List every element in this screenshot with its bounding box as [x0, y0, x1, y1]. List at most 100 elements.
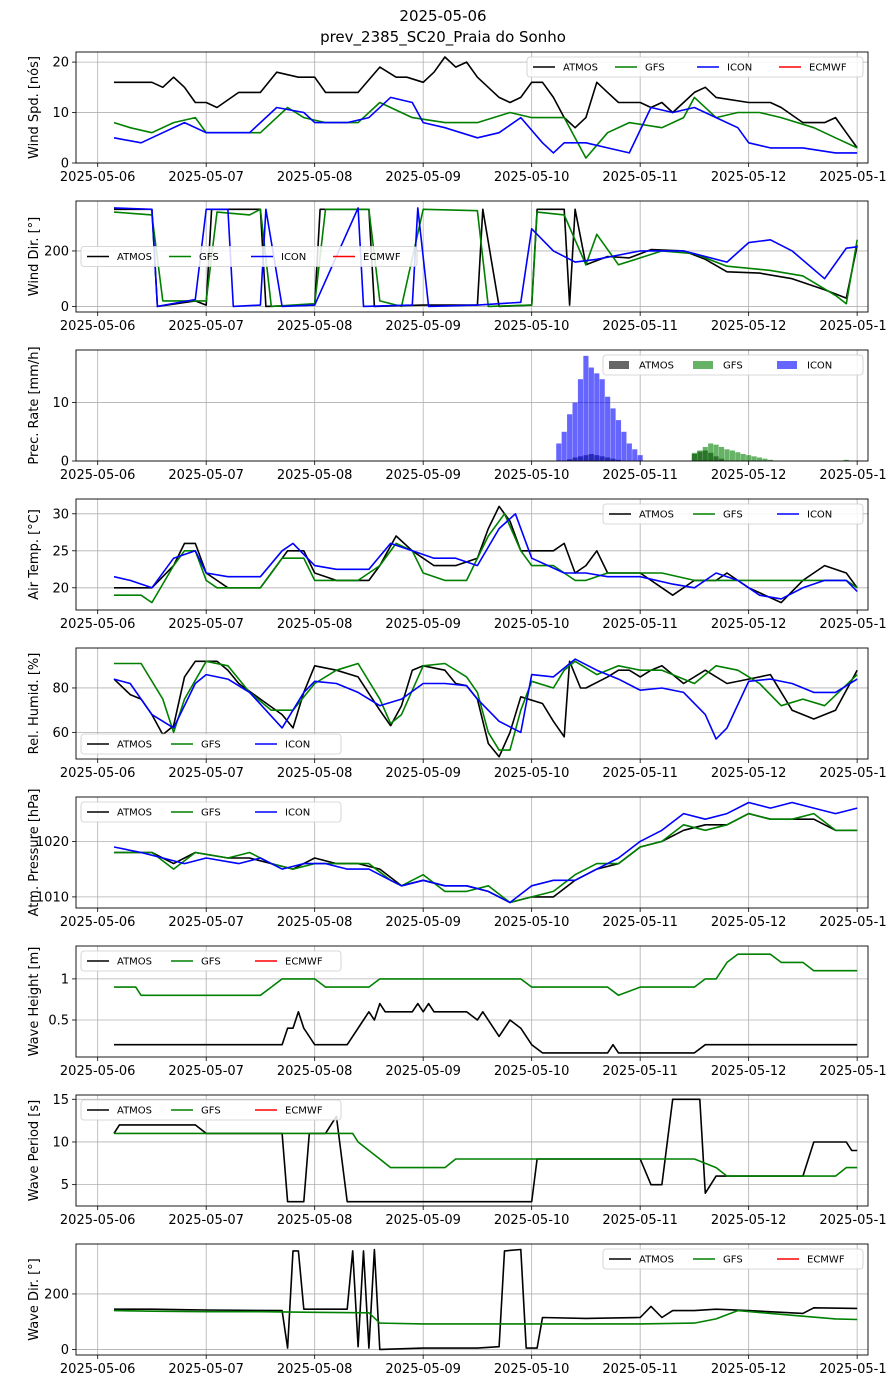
- x-tick-label: 2025-05-10: [494, 319, 570, 334]
- plot-frame: [75, 200, 869, 313]
- x-tick-label: 2025-05-06: [60, 1362, 136, 1377]
- x-tick-label: 2025-05-11: [602, 468, 678, 483]
- legend-label-atmos: ATMOS: [639, 361, 674, 372]
- x-tick-label: 2025-05-06: [60, 1213, 136, 1228]
- legend-label-gfs: GFS: [199, 252, 219, 263]
- bar-icon: [632, 449, 638, 461]
- legend-label-gfs: GFS: [723, 1255, 743, 1266]
- x-tick-label: 2025-05-11: [602, 1362, 678, 1377]
- legend-label-gfs: GFS: [201, 957, 221, 968]
- x-tick-label: 2025-05-12: [711, 468, 787, 483]
- bar-icon: [561, 431, 567, 461]
- x-tick-label: 2025-05-08: [277, 1213, 353, 1228]
- legend: ATMOS GFS ICON: [80, 733, 342, 755]
- bar-icon: [599, 379, 605, 461]
- y-axis-label: Prec. Rate [mm/h]: [27, 346, 42, 464]
- x-tick-label: 2025-05-06: [60, 1064, 136, 1079]
- legend-label-icon: ICON: [281, 252, 306, 263]
- x-tick-label: 2025-05-12: [711, 319, 787, 334]
- legend: ATMOS GFS ECMWF: [80, 950, 342, 972]
- y-tick-label: 1: [61, 972, 69, 987]
- y-axis-label: Atm. Pressure [hPa]: [27, 789, 42, 917]
- bar-gfs: [756, 457, 763, 461]
- bar-icon: [572, 402, 578, 461]
- x-tick-label: 2025-05-13: [819, 617, 886, 632]
- bar-gfs: [751, 456, 757, 461]
- y-axis-label: Air Temp. [°C]: [27, 509, 42, 600]
- bar-gfs: [746, 455, 752, 461]
- y-tick-label: 25: [52, 544, 69, 559]
- x-tick-label: 2025-05-09: [385, 915, 461, 930]
- x-tick-label: 2025-05-08: [277, 1064, 353, 1079]
- x-tick-label: 2025-05-10: [494, 617, 570, 632]
- legend-label-gfs: GFS: [723, 510, 743, 521]
- legend-label-gfs: GFS: [723, 361, 743, 372]
- chart-panel-6: 1010 1020 2025-05-06 2025-05-07 2025-05-08 20…: [27, 789, 886, 930]
- data-layer: [113, 505, 858, 604]
- chart-panel-3: 0 10 2025-05-06 2025-05-07 2025-05-08 2025-05…: [27, 346, 886, 483]
- x-tick-label: 2025-05-07: [168, 170, 244, 185]
- legend-label-ecmwf: ECMWF: [285, 957, 323, 968]
- data-layer: [113, 1248, 858, 1351]
- series-line-atmos: [114, 1248, 858, 1351]
- series-line-icon: [113, 658, 858, 740]
- x-tick-label: 2025-05-09: [385, 319, 461, 334]
- series-line-atmos: [114, 1002, 858, 1054]
- legend-label-ecmwf: ECMWF: [285, 1106, 323, 1117]
- legend-label-ecmwf: ECMWF: [809, 63, 847, 74]
- bar-icon: [577, 379, 584, 461]
- y-tick-label: 200: [44, 244, 69, 259]
- plot-frame: [75, 51, 869, 164]
- x-tick-label: 2025-05-12: [711, 1064, 787, 1079]
- x-tick-label: 2025-05-09: [385, 1362, 461, 1377]
- y-tick-label: 30: [52, 507, 69, 522]
- legend-label-ecmwf: ECMWF: [363, 252, 401, 263]
- x-tick-label: 2025-05-08: [277, 1362, 353, 1377]
- x-tick-label: 2025-05-11: [602, 915, 678, 930]
- y-tick-label: 15: [52, 1093, 69, 1108]
- legend-box: [80, 733, 342, 755]
- chart-panel-9: 0 200 2025-05-06 2025-05-07 2025-05-08 2025-0…: [27, 1243, 886, 1377]
- bar-icon: [594, 373, 600, 461]
- series-line-gfs: [113, 1309, 858, 1325]
- y-axis-label: Wave Height [m]: [27, 947, 42, 1057]
- y-tick-label: 0: [61, 300, 69, 315]
- legend-box: [602, 354, 864, 376]
- y-tick-label: 20: [52, 56, 69, 71]
- data-layer: [113, 801, 858, 904]
- bar-gfs: [708, 443, 714, 461]
- x-tick-label: 2025-05-06: [60, 915, 136, 930]
- x-tick-label: 2025-05-13: [819, 766, 886, 781]
- y-tick-label: 1010: [36, 890, 69, 905]
- legend-box: [80, 246, 418, 267]
- legend-box: [80, 801, 342, 823]
- legend-swatch-gfs: [693, 361, 713, 369]
- bar-icon: [637, 455, 643, 461]
- x-tick-label: 2025-05-13: [819, 319, 886, 334]
- y-tick-label: 1020: [36, 835, 69, 850]
- x-tick-label: 2025-05-08: [277, 617, 353, 632]
- legend-label-gfs: GFS: [645, 63, 665, 74]
- bar-gfs: [697, 450, 703, 461]
- y-tick-label: 200: [44, 1287, 69, 1302]
- chart-panel-4: 20 25 30 2025-05-06 2025-05-07 2025-05-08 2025…: [27, 498, 886, 632]
- bar-icon: [621, 431, 627, 461]
- data-layer: [113, 56, 858, 159]
- x-tick-label: 2025-05-12: [711, 1213, 787, 1228]
- x-tick-label: 2025-05-07: [168, 1213, 244, 1228]
- legend-label-icon: ICON: [807, 510, 832, 521]
- y-tick-label: 0: [61, 157, 69, 172]
- x-tick-label: 2025-05-10: [494, 1362, 570, 1377]
- y-axis-label: Wave Period [s]: [27, 1100, 42, 1201]
- y-axis-label: Wind Spd. [nós]: [27, 56, 42, 159]
- x-tick-label: 2025-05-10: [494, 915, 570, 930]
- x-tick-label: 2025-05-08: [277, 468, 353, 483]
- data-layer: [113, 1098, 858, 1203]
- data-layer: [113, 207, 858, 308]
- bar-icon: [605, 396, 611, 461]
- x-tick-label: 2025-05-13: [819, 1213, 886, 1228]
- x-tick-label: 2025-05-09: [385, 617, 461, 632]
- x-tick-label: 2025-05-12: [711, 766, 787, 781]
- bar-gfs: [729, 450, 735, 461]
